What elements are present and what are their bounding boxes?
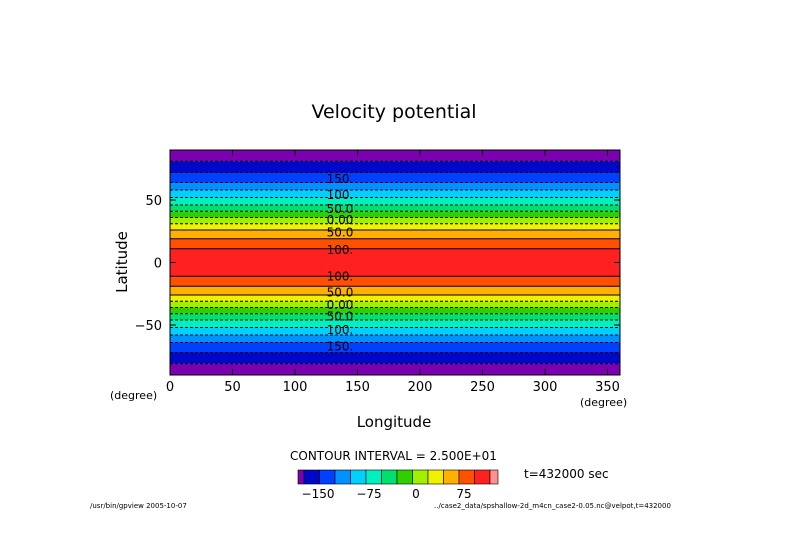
contour-band [170, 172, 620, 183]
colorbar-swatch [350, 469, 367, 485]
colorbar-tick-label: −150 [302, 487, 335, 501]
footer-right: ../case2_data/spshallow-2d_m4cn_case2-0.… [434, 502, 671, 510]
y-axis-label: Latitude [113, 231, 131, 293]
contour-band [170, 150, 620, 162]
contour-band [170, 211, 620, 218]
x-axis-ticks: 0 50 100 150 200 250 300 350 [166, 150, 620, 395]
x-tick-label: 350 [595, 380, 620, 395]
contour-band [170, 327, 620, 335]
x-tick-label: 100 [283, 380, 308, 395]
colorbar-tick-labels: −150 −75 0 75 [302, 487, 472, 501]
y-tick-label: 50 [145, 194, 162, 209]
contour-band [170, 335, 620, 343]
colorbar-tick-label: 75 [456, 487, 471, 501]
contour-band [170, 161, 620, 173]
colorbar-swatch [303, 469, 320, 485]
contour-interval-text: CONTOUR INTERVAL = 2.500E+01 [290, 449, 497, 463]
contour-band [170, 182, 620, 190]
x-axis-unit: (degree) [580, 396, 627, 409]
x-tick-label: 150 [345, 380, 370, 395]
time-label: t=432000 sec [524, 467, 609, 481]
colorbar-tick-label: 0 [412, 487, 420, 501]
y-axis-unit: (degree) [110, 389, 157, 402]
contour-label: 0.00 [327, 298, 354, 312]
contour-band [170, 295, 620, 302]
contour-band [170, 352, 620, 364]
colorbar-swatch [365, 469, 382, 485]
colorbar-swatch [381, 469, 398, 485]
footer-left: /usr/bin/gpview 2005-10-07 [90, 502, 187, 510]
contour-band [170, 301, 620, 308]
colorbar-swatch [334, 469, 351, 485]
contour-band [170, 286, 620, 295]
colorbar-swatch [297, 469, 305, 485]
colorbar-swatch [443, 469, 460, 485]
colorbar-swatch [319, 469, 336, 485]
contour-band [170, 276, 620, 287]
contour-label: 150. [327, 172, 354, 186]
contour-band [170, 205, 620, 212]
contour-band [170, 217, 620, 224]
contour-band [170, 223, 620, 230]
contour-band [170, 190, 620, 198]
colorbar-swatch [427, 469, 444, 485]
colorbar-tick-label: −75 [356, 487, 381, 501]
x-tick-label: 250 [470, 380, 495, 395]
contour-band [170, 342, 620, 353]
contour-band [170, 307, 620, 314]
contour-band [170, 230, 620, 239]
colorbar [297, 469, 499, 485]
contour-labels: 150.100.50.00.0050.0100.100.50.00.0050.0… [327, 172, 354, 354]
contour-label: 100. [327, 243, 354, 257]
contour-band [170, 320, 620, 328]
contour-label: 0.00 [327, 213, 354, 227]
contour-label: 150. [327, 339, 354, 353]
x-tick-label: 300 [533, 380, 558, 395]
y-tick-label: 0 [154, 257, 162, 272]
y-tick-label: −50 [135, 319, 162, 334]
contour-label: 50.0 [327, 226, 354, 240]
x-tick-label: 50 [224, 380, 241, 395]
contour-band [170, 363, 620, 375]
x-tick-label: 200 [408, 380, 433, 395]
colorbar-swatch [412, 469, 429, 485]
x-axis-label: Longitude [357, 413, 432, 431]
contour-label: 100. [327, 269, 354, 283]
contour-bands [170, 150, 620, 375]
contour-lines [170, 160, 620, 365]
contour-band [170, 197, 620, 205]
x-tick-label: 0 [166, 380, 174, 395]
colorbar-swatch [396, 469, 413, 485]
contour-band [170, 313, 620, 320]
contour-label: 50.0 [327, 202, 354, 216]
y-axis-ticks: 50 0 −50 [135, 194, 620, 334]
contour-band [170, 238, 620, 249]
contour-label: 100. [327, 323, 354, 337]
contour-band [170, 248, 620, 277]
contour-label: 50.0 [327, 286, 354, 300]
colorbar-swatch [489, 469, 499, 485]
chart-title: Velocity potential [311, 101, 476, 123]
colorbar-swatch [474, 469, 491, 485]
contour-label: 50.0 [327, 309, 354, 323]
colorbar-swatch [458, 469, 475, 485]
contour-label: 100. [327, 188, 354, 202]
